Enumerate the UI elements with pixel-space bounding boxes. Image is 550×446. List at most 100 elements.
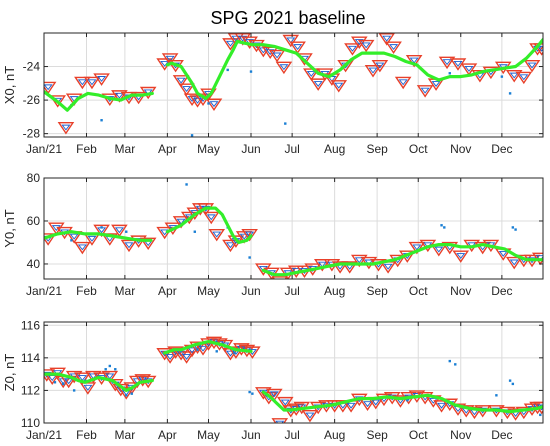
triangle-marker xyxy=(505,70,523,83)
x-tick-label: Nov xyxy=(450,284,471,298)
data-point xyxy=(61,382,65,386)
triangle-marker xyxy=(378,33,396,46)
plot-area xyxy=(44,178,543,279)
data-point xyxy=(248,390,251,394)
triangle-marker xyxy=(74,372,91,385)
data-point xyxy=(508,379,512,382)
triangle-marker xyxy=(44,81,57,95)
triangle-inner-marker xyxy=(364,259,374,266)
y-tick-label: 110 xyxy=(21,416,40,430)
triangle-marker xyxy=(222,38,239,51)
triangle-marker xyxy=(93,224,110,238)
x-tick-label: Sep xyxy=(366,142,388,156)
triangle-inner-marker xyxy=(456,253,466,259)
triangle-inner-marker xyxy=(412,244,422,251)
triangle-marker xyxy=(183,93,201,106)
x0-panel: Jan/21 Feb Mar Apr May Jun Jul Aug Sep Oct Nov Dec -… xyxy=(2,32,544,156)
data-point xyxy=(100,226,103,229)
x-tick-label: Jan/21 xyxy=(26,142,62,156)
triangle-inner-marker xyxy=(509,72,519,79)
triangle-inner-marker xyxy=(114,227,124,234)
z0-panel: Jan/21 Feb Mar Apr May Jun Jul Aug Sep Oct Nov Dec 1… xyxy=(2,318,544,442)
triangle-marker xyxy=(48,222,65,235)
triangle-inner-marker xyxy=(464,65,474,72)
y-axis-label: Y0, nT xyxy=(2,209,17,247)
triangle-inner-marker xyxy=(77,79,87,86)
triangle-inner-marker xyxy=(409,57,419,64)
data-point xyxy=(179,350,183,353)
data-point xyxy=(226,68,229,72)
triangle-marker xyxy=(301,409,319,423)
triangle-marker xyxy=(208,228,226,242)
data-point xyxy=(193,230,196,233)
triangle-marker xyxy=(392,395,409,408)
triangle-inner-marker xyxy=(382,35,392,42)
triangle-marker xyxy=(189,341,206,354)
x-tick-label: Jul xyxy=(284,142,299,156)
plot-area xyxy=(44,33,543,137)
x-tick-label: Jun xyxy=(241,284,260,298)
triangle-marker xyxy=(241,228,258,242)
triangle-inner-marker xyxy=(280,399,290,406)
triangle-inner-marker xyxy=(88,373,98,380)
triangle-inner-marker xyxy=(83,384,93,391)
data-point xyxy=(448,359,451,363)
triangle-inner-marker xyxy=(114,92,124,99)
axes-frame xyxy=(43,321,544,424)
x-tick-label: Jul xyxy=(284,284,299,298)
triangle-marker xyxy=(371,59,389,73)
triangle-inner-marker xyxy=(363,401,373,408)
triangle-inner-marker xyxy=(198,345,208,352)
triangle-inner-marker xyxy=(245,39,255,46)
triangle-inner-marker xyxy=(317,261,327,268)
x-tick-label: Sep xyxy=(366,428,388,442)
triangle-inner-marker xyxy=(293,44,303,51)
x-tick-label: Oct xyxy=(409,284,428,298)
x-tick-label: Jul xyxy=(284,428,299,442)
data-point xyxy=(185,183,188,186)
x-tick-label: Feb xyxy=(76,142,97,156)
triangle-marker xyxy=(441,241,459,255)
x-tick-label: Jun xyxy=(241,142,260,156)
x-tick-label: Mar xyxy=(115,142,136,156)
triangle-marker xyxy=(255,263,272,276)
data-point xyxy=(215,350,218,353)
triangle-inner-marker xyxy=(537,45,543,52)
triangle-marker xyxy=(313,259,331,272)
triangle-inner-marker xyxy=(361,42,371,49)
triangle-marker xyxy=(178,83,195,96)
triangle-inner-marker xyxy=(206,214,216,221)
triangle-inner-marker xyxy=(509,259,519,266)
triangle-inner-marker xyxy=(354,257,364,264)
y-tick-label: -26 xyxy=(23,93,41,107)
x-tick-label: Aug xyxy=(324,284,345,298)
triangle-inner-marker xyxy=(87,79,97,86)
triangle-marker xyxy=(117,387,135,400)
triangle-inner-marker xyxy=(279,64,289,71)
triangle-inner-marker xyxy=(453,60,463,67)
x-tick-label: Apr xyxy=(158,428,177,442)
triangle-inner-marker xyxy=(225,350,235,357)
triangle-inner-marker xyxy=(383,263,393,270)
data-point xyxy=(248,256,251,259)
triangle-marker xyxy=(265,388,283,402)
triangle-marker xyxy=(111,90,128,103)
plot-marks xyxy=(44,183,543,279)
triangle-marker xyxy=(523,59,541,73)
x-tick-label: Aug xyxy=(324,428,345,442)
triangle-inner-marker xyxy=(209,101,219,108)
triangle-inner-marker xyxy=(420,87,430,94)
triangle-inner-marker xyxy=(535,255,543,262)
triangle-inner-marker xyxy=(77,375,87,382)
triangle-marker xyxy=(111,224,128,238)
data-point xyxy=(72,389,76,392)
x-tick-label: Apr xyxy=(158,284,177,298)
data-point xyxy=(207,102,210,105)
triangle-inner-marker xyxy=(371,399,381,406)
y-tick-label: -24 xyxy=(23,60,41,74)
fit-line xyxy=(165,38,543,101)
triangle-marker xyxy=(83,76,101,90)
triangle-marker xyxy=(364,65,382,78)
triangle-inner-marker xyxy=(44,84,53,91)
triangle-marker xyxy=(452,250,470,263)
